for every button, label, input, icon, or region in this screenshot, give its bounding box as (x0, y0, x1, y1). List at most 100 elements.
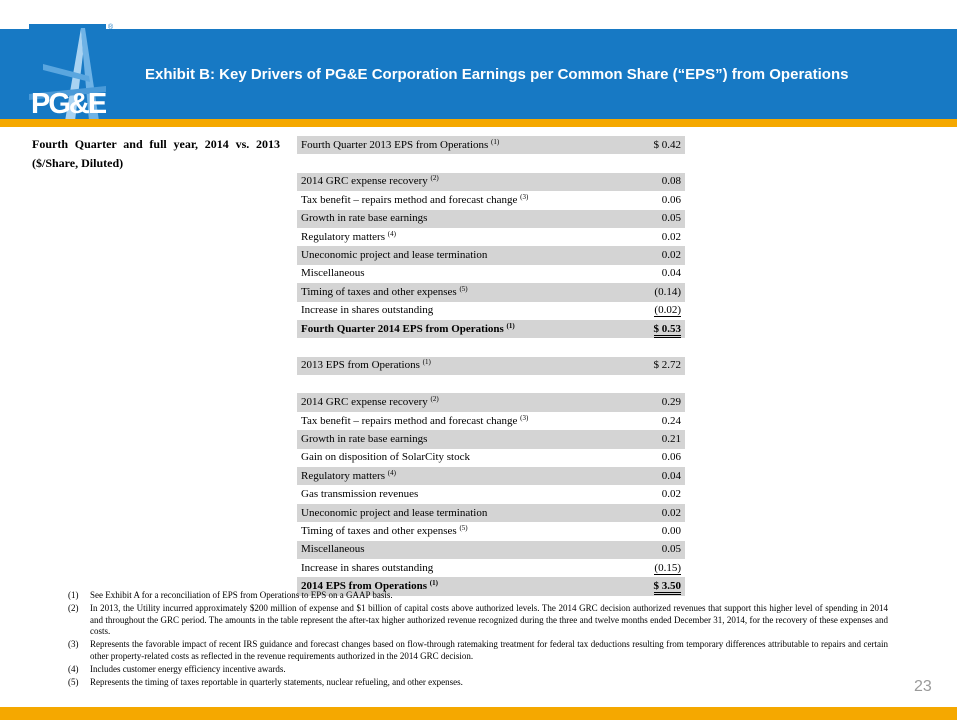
footnote-item: (1) See Exhibit A for a reconciliation of… (68, 590, 888, 602)
table-row: Regulatory matters (4) 0.02 (297, 228, 685, 246)
footnote-ref: (1) (491, 137, 500, 146)
eps-drivers-table: Fourth Quarter 2013 EPS from Operations … (297, 136, 685, 596)
row-value: $ 0.53 (587, 319, 685, 339)
row-label: Gain on disposition of SolarCity stock (297, 449, 587, 467)
row-value: (0.02) (587, 302, 685, 320)
footnote-number: (1) (68, 590, 79, 600)
footnote-item: (5) Represents the timing of taxes report… (68, 677, 888, 689)
table-row: Fourth Quarter 2014 EPS from Operations … (297, 319, 685, 339)
table-row: Gas transmission revenues 0.02 (297, 485, 685, 503)
row-label-text: Increase in shares outstanding (301, 561, 434, 574)
table-row: Fourth Quarter 2013 EPS from Operations … (297, 136, 685, 155)
row-label-text: 2014 EPS from Operations (301, 580, 427, 593)
row-label-text: Tax benefit – repairs method and forecas… (301, 414, 518, 427)
table-row: 2014 GRC expense recovery (2) 0.08 (297, 172, 685, 192)
footnote-ref: (1) (422, 358, 431, 367)
table-row (297, 154, 685, 172)
footnote-number: (5) (68, 676, 79, 687)
footnote-text: See Exhibit A for a reconciliation of EP… (90, 590, 393, 600)
table-row: Uneconomic project and lease termination… (297, 246, 685, 265)
table-row: 2014 GRC expense recovery (2) 0.29 (297, 393, 685, 412)
row-label-text: Uneconomic project and lease termination (301, 249, 488, 262)
row-label: Growth in rate base earnings (297, 209, 587, 228)
row-value-text: $ 3.50 (653, 580, 681, 596)
row-label-text: Gas transmission revenues (301, 488, 419, 501)
row-label (297, 375, 587, 393)
row-label-text: Fourth Quarter 2013 EPS from Operations (301, 138, 489, 151)
table-row: Tax benefit – repairs method and forecas… (297, 191, 685, 209)
table-row: Growth in rate base earnings 0.21 (297, 430, 685, 449)
footnote-number: (2) (68, 603, 79, 613)
footnote-text: Includes customer energy efficiency ince… (90, 663, 286, 674)
footnote-item: (3) Represents the favorable impact of re… (68, 639, 888, 662)
row-value-text: 0.21 (661, 432, 681, 445)
row-label: Miscellaneous (297, 265, 587, 283)
row-label-text: Regulatory matters (301, 469, 386, 482)
row-value-text: 0.05 (661, 543, 681, 556)
row-label: Tax benefit – repairs method and forecas… (297, 191, 587, 209)
row-value-text: (0.02) (654, 304, 681, 318)
table-row: Tax benefit – repairs method and forecas… (297, 412, 685, 430)
row-value: $ 3.50 (587, 577, 685, 596)
row-label (297, 154, 587, 172)
row-value: 0.04 (587, 467, 685, 486)
footnote-number: (4) (68, 663, 79, 674)
pge-logo: PG&E (29, 24, 106, 121)
row-value: 0.06 (587, 191, 685, 209)
footnote-number: (3) (68, 639, 79, 649)
registered-mark: ® (108, 24, 114, 31)
header-bar (0, 29, 957, 119)
row-label-text: Uneconomic project and lease termination (301, 506, 488, 519)
row-label: Increase in shares outstanding (297, 559, 587, 577)
row-label-text: Increase in shares outstanding (301, 304, 434, 317)
row-value-text: 0.24 (661, 414, 681, 427)
row-value: 0.02 (587, 246, 685, 265)
row-value: (0.15) (587, 559, 685, 577)
row-label: Regulatory matters (4) (297, 467, 587, 486)
footnotes: (1) See Exhibit A for a reconciliation of… (68, 590, 888, 690)
row-label: Fourth Quarter 2014 EPS from Operations … (297, 319, 587, 339)
footnote-text: Represents the timing of taxes reportabl… (90, 676, 463, 687)
footer-bar (0, 707, 957, 720)
row-label-text: 2013 EPS from Operations (301, 359, 420, 372)
table-row: Gain on disposition of SolarCity stock 0… (297, 449, 685, 467)
row-label-text: Timing of taxes and other expenses (301, 285, 457, 298)
footnote-text: Represents the favorable impact of recen… (90, 639, 888, 661)
row-value-text: 0.06 (661, 451, 681, 464)
row-label: Timing of taxes and other expenses (5) (297, 283, 587, 302)
footnote-ref: (5) (459, 523, 468, 532)
page-number: 23 (914, 678, 932, 695)
row-label: 2014 GRC expense recovery (2) (297, 172, 587, 192)
row-label: Miscellaneous (297, 540, 587, 559)
footnote-ref: (4) (387, 468, 396, 477)
footnote-ref: (2) (430, 395, 439, 404)
table-row: Regulatory matters (4) 0.04 (297, 467, 685, 486)
row-label-text: Timing of taxes and other expenses (301, 524, 457, 537)
row-label-text: Fourth Quarter 2014 EPS from Operations (301, 322, 504, 335)
row-label-text: 2014 GRC expense recovery (301, 175, 428, 188)
footnote-ref: (3) (520, 413, 529, 422)
footnote-ref: (2) (430, 174, 439, 183)
row-value-text: (0.14) (654, 285, 681, 298)
row-value: 0.08 (587, 172, 685, 192)
row-value-text: 0.04 (661, 267, 681, 280)
row-value: 0.02 (587, 485, 685, 503)
row-label: Uneconomic project and lease termination (297, 246, 587, 265)
table-subtitle: Fourth Quarter and full year, 2014 vs. 2… (32, 137, 280, 170)
table-row: Growth in rate base earnings 0.05 (297, 209, 685, 228)
row-value-text: 0.02 (661, 506, 681, 519)
table-row: Timing of taxes and other expenses (5) (0… (297, 283, 685, 302)
footnote-ref: (1) (429, 579, 438, 588)
row-value-text: 0.29 (661, 396, 681, 409)
row-label-text: 2014 GRC expense recovery (301, 396, 428, 409)
row-value (587, 338, 685, 356)
row-label: Gas transmission revenues (297, 485, 587, 503)
row-label-text: Growth in rate base earnings (301, 212, 428, 225)
table-row: Increase in shares outstanding (0.02) (297, 302, 685, 320)
table-row: 2013 EPS from Operations (1) $ 2.72 (297, 356, 685, 376)
row-value: 0.05 (587, 540, 685, 559)
footnote-item: (4) Includes customer energy efficiency i… (68, 664, 888, 676)
row-label-text: Growth in rate base earnings (301, 432, 428, 445)
table-row: Miscellaneous 0.04 (297, 265, 685, 283)
row-label-text: Tax benefit – repairs method and forecas… (301, 193, 518, 206)
